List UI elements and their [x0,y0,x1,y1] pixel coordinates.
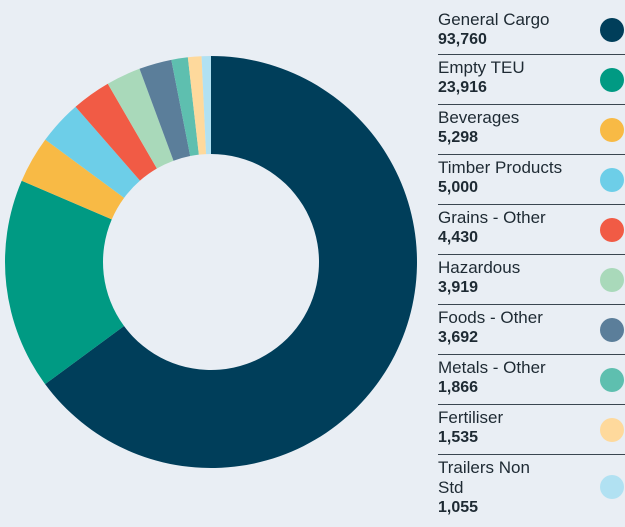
legend-label: Fertiliser [438,408,504,427]
legend-label: Grains - Other [438,208,546,227]
legend-swatch [600,474,624,499]
donut-segment [75,83,157,181]
legend-item: Fertiliser 1,535 [438,404,625,454]
legend-value: 3,919 [438,279,479,296]
legend-value: 1,866 [438,379,479,396]
legend-item: General Cargo 93,760 [438,6,625,54]
donut-segment [187,56,207,155]
legend-item: Timber Products 5,000 [438,154,625,204]
legend-value: 93,760 [438,31,487,48]
legend-swatch [600,67,624,92]
donut-segment [201,56,211,155]
legend: General Cargo 93,760 Empty TEU 23,916 Bevera… [438,6,625,518]
legend-value: 3,692 [438,329,479,346]
legend-item: Empty TEU 23,916 [438,54,625,104]
legend-swatch [600,18,624,42]
legend-value: 23,916 [438,79,487,96]
donut-segment [139,59,191,161]
legend-swatch [600,317,624,342]
legend-value: 5,298 [438,129,479,146]
legend-swatch [600,117,624,142]
legend-label: General Cargo [438,10,550,29]
legend-value: 5,000 [438,179,479,196]
legend-label: Hazardous [438,258,521,277]
legend-label: Beverages [438,108,520,127]
donut-segment [171,57,199,157]
donut-chart [5,56,418,468]
legend-swatch [600,217,624,242]
donut-segment [45,56,418,468]
legend-label: Trailers Non Std [438,458,530,497]
legend-label: Foods - Other [438,308,543,327]
legend-swatch [600,367,624,392]
legend-item: Beverages 5,298 [438,104,625,154]
legend-item: Metals - Other 1,866 [438,354,625,404]
legend-item: Grains - Other 4,430 [438,204,625,254]
legend-label: Timber Products [438,158,563,177]
legend-value: 1,055 [438,499,479,516]
legend-label: Empty TEU [438,58,525,77]
donut-segment [5,180,125,385]
donut-segment [21,139,125,220]
donut-segment [107,68,174,169]
donut-segment [45,106,140,198]
legend-value: 4,430 [438,229,479,246]
legend-item: Trailers Non Std 1,055 [438,454,625,518]
legend-value: 1,535 [438,429,479,446]
legend-item: Hazardous 3,919 [438,254,625,304]
legend-label: Metals - Other [438,358,546,377]
legend-swatch [600,417,624,442]
legend-swatch [600,267,624,292]
legend-item: Foods - Other 3,692 [438,304,625,354]
legend-swatch [600,167,624,192]
